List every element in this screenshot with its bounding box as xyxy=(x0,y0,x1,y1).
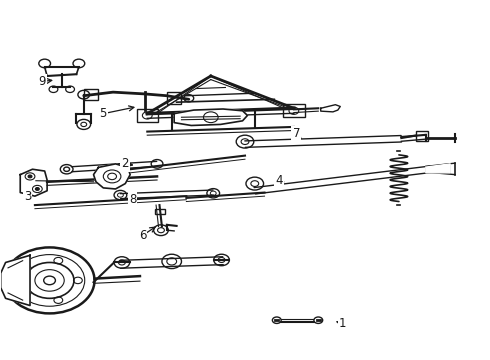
Polygon shape xyxy=(426,164,450,173)
Bar xyxy=(167,93,181,104)
Text: 2: 2 xyxy=(122,157,129,170)
Polygon shape xyxy=(174,109,247,126)
Text: 9: 9 xyxy=(39,75,46,88)
Bar xyxy=(155,209,165,214)
Circle shape xyxy=(272,317,281,323)
Polygon shape xyxy=(0,255,30,306)
Bar xyxy=(416,131,428,140)
Bar xyxy=(137,109,158,122)
Circle shape xyxy=(314,317,323,323)
Text: 8: 8 xyxy=(129,193,136,206)
Polygon shape xyxy=(94,164,130,189)
Circle shape xyxy=(35,188,39,190)
Text: 6: 6 xyxy=(139,229,146,242)
Text: 5: 5 xyxy=(99,107,107,120)
Polygon shape xyxy=(426,164,450,173)
Text: 3: 3 xyxy=(24,190,31,203)
Polygon shape xyxy=(321,105,340,112)
Circle shape xyxy=(28,175,32,178)
Bar xyxy=(84,89,98,100)
Polygon shape xyxy=(20,169,47,196)
Text: 4: 4 xyxy=(275,174,283,186)
Text: 1: 1 xyxy=(339,317,346,330)
Text: 7: 7 xyxy=(293,127,300,140)
Bar xyxy=(283,104,305,117)
